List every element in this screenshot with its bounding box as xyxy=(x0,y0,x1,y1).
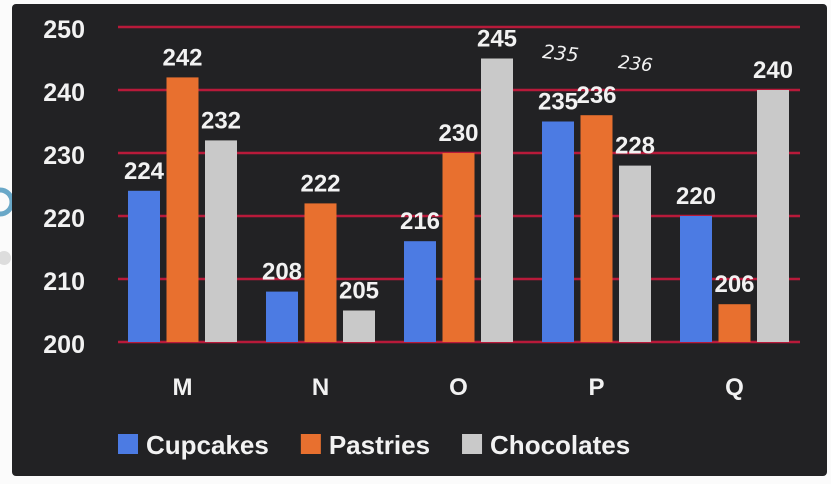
bar xyxy=(205,140,237,342)
bar xyxy=(442,153,475,342)
bar-value-label: 228 xyxy=(615,133,655,160)
bar xyxy=(404,241,436,342)
bar xyxy=(542,121,574,342)
handwritten-note: 235 xyxy=(541,41,579,67)
bar-value-label: 230 xyxy=(438,120,478,147)
x-category-label: P xyxy=(588,374,604,401)
bar-value-label: 245 xyxy=(477,26,517,53)
y-tick-label: 220 xyxy=(43,205,85,233)
x-category-label: Q xyxy=(725,374,744,401)
handwritten-note: 236 xyxy=(617,52,653,76)
bar xyxy=(580,115,613,342)
y-tick-label: 200 xyxy=(43,331,85,359)
bar-value-label: 224 xyxy=(124,158,165,185)
legend-label: Pastries xyxy=(329,430,430,460)
bar xyxy=(304,203,337,342)
bar xyxy=(166,77,199,343)
legend-swatch xyxy=(300,434,321,454)
bar-value-label: 206 xyxy=(714,271,754,298)
partial-dot-icon xyxy=(0,251,11,265)
bar xyxy=(343,310,375,342)
y-tick-label: 210 xyxy=(43,268,85,296)
y-tick-label: 240 xyxy=(43,79,85,107)
bar-value-label: 220 xyxy=(676,183,716,210)
x-category-label: O xyxy=(449,374,468,401)
bar-value-label: 216 xyxy=(400,208,440,235)
bar-value-label: 222 xyxy=(300,170,340,197)
legend-swatch xyxy=(462,434,483,454)
bar xyxy=(266,291,298,342)
bar xyxy=(481,58,513,342)
bar-value-label: 242 xyxy=(162,44,202,71)
x-category-label: M xyxy=(173,374,193,401)
bar-value-label: 232 xyxy=(201,107,241,134)
bar xyxy=(680,216,712,342)
bar-value-label: 240 xyxy=(753,57,793,84)
bar-value-label: 236 xyxy=(576,82,616,109)
y-tick-label: 230 xyxy=(43,142,85,170)
bar xyxy=(128,190,160,342)
legend-swatch xyxy=(118,434,138,454)
x-category-label: N xyxy=(312,374,329,401)
bar-value-label: 208 xyxy=(262,259,302,286)
bar-value-label: 205 xyxy=(339,278,379,305)
y-tick-label: 250 xyxy=(43,16,85,44)
bar-value-label: 235 xyxy=(538,89,578,116)
legend-label: Chocolates xyxy=(490,430,630,460)
bar xyxy=(718,304,751,342)
bar xyxy=(757,90,789,342)
bar xyxy=(619,165,651,342)
legend-label: Cupcakes xyxy=(146,430,269,460)
